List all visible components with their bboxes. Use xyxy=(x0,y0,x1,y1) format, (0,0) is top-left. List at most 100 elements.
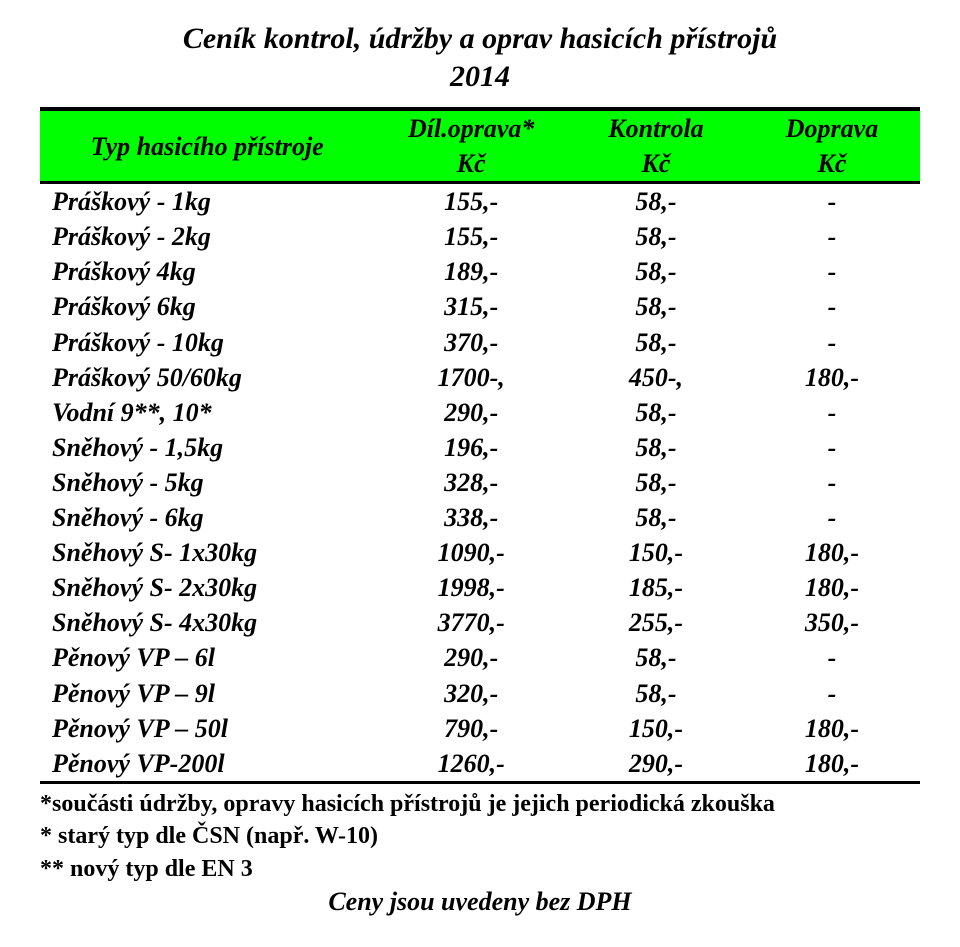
table-row: Práškový 50/60kg1700-,450-,180,- xyxy=(40,360,920,395)
cell-type: Sněhový - 6kg xyxy=(40,500,374,535)
cell-type: Sněhový S- 2x30kg xyxy=(40,570,374,605)
price-table: Typ hasicího přístroje Díl.oprava* Kč Ko… xyxy=(40,107,920,784)
cell-ship: - xyxy=(744,500,920,535)
cell-type: Sněhový - 5kg xyxy=(40,465,374,500)
table-row: Sněhový S- 2x30kg1998,-185,-180,- xyxy=(40,570,920,605)
cell-check: 255,- xyxy=(568,605,744,640)
col-header-repair: Díl.oprava* Kč xyxy=(374,109,568,183)
cell-repair: 290,- xyxy=(374,640,568,675)
table-row: Sněhový - 1,5kg196,-58,-- xyxy=(40,430,920,465)
col-header-check-top: Kontrola xyxy=(568,111,744,146)
cell-check: 290,- xyxy=(568,746,744,783)
cell-check: 58,- xyxy=(568,395,744,430)
col-header-repair-top: Díl.oprava* xyxy=(374,111,568,146)
cell-check: 58,- xyxy=(568,640,744,675)
cell-type: Práškový - 2kg xyxy=(40,219,374,254)
table-row: Práškový - 2kg155,-58,-- xyxy=(40,219,920,254)
footnote-line: * starý typ dle ČSN (např. W-10) xyxy=(40,820,920,852)
cell-check: 450-, xyxy=(568,360,744,395)
cell-repair: 328,- xyxy=(374,465,568,500)
cell-type: Pěnový VP – 50l xyxy=(40,711,374,746)
cell-check: 58,- xyxy=(568,183,744,220)
table-row: Pěnový VP-200l1260,-290,-180,- xyxy=(40,746,920,783)
cell-type: Práškový 6kg xyxy=(40,289,374,324)
table-row: Vodní 9**, 10*290,-58,-- xyxy=(40,395,920,430)
table-row: Sněhový - 5kg328,-58,-- xyxy=(40,465,920,500)
footnotes: *součásti údržby, opravy hasicích přístr… xyxy=(40,788,920,885)
cell-ship: - xyxy=(744,254,920,289)
col-header-ship: Doprava Kč xyxy=(744,109,920,183)
col-header-check-unit: Kč xyxy=(568,146,744,181)
cell-type: Práškový - 1kg xyxy=(40,183,374,220)
cell-repair: 3770,- xyxy=(374,605,568,640)
cell-check: 58,- xyxy=(568,325,744,360)
col-header-check: Kontrola Kč xyxy=(568,109,744,183)
cell-check: 58,- xyxy=(568,465,744,500)
cell-ship: - xyxy=(744,219,920,254)
cell-type: Sněhový S- 4x30kg xyxy=(40,605,374,640)
cell-check: 58,- xyxy=(568,430,744,465)
cell-check: 58,- xyxy=(568,500,744,535)
col-header-repair-unit: Kč xyxy=(374,146,568,181)
cell-ship: 180,- xyxy=(744,360,920,395)
footer-note: Ceny jsou uvedeny bez DPH xyxy=(40,887,920,917)
cell-type: Sněhový - 1,5kg xyxy=(40,430,374,465)
cell-ship: - xyxy=(744,289,920,324)
footnote-line: ** nový typ dle EN 3 xyxy=(40,853,920,885)
cell-check: 150,- xyxy=(568,535,744,570)
cell-repair: 290,- xyxy=(374,395,568,430)
table-row: Práškový - 10kg370,-58,-- xyxy=(40,325,920,360)
cell-repair: 338,- xyxy=(374,500,568,535)
cell-ship: - xyxy=(744,465,920,500)
cell-ship: 350,- xyxy=(744,605,920,640)
cell-type: Práškový 50/60kg xyxy=(40,360,374,395)
cell-repair: 155,- xyxy=(374,219,568,254)
col-header-type: Typ hasicího přístroje xyxy=(40,109,374,183)
cell-repair: 1700-, xyxy=(374,360,568,395)
table-row: Sněhový S- 1x30kg1090,-150,-180,- xyxy=(40,535,920,570)
table-row: Sněhový S- 4x30kg3770,-255,-350,- xyxy=(40,605,920,640)
col-header-ship-unit: Kč xyxy=(744,146,920,181)
cell-type: Sněhový S- 1x30kg xyxy=(40,535,374,570)
cell-ship: 180,- xyxy=(744,570,920,605)
title-line1: Ceník kontrol, údržby a oprav hasicích p… xyxy=(183,22,777,55)
title-line2: 2014 xyxy=(40,58,920,96)
cell-repair: 196,- xyxy=(374,430,568,465)
table-head: Typ hasicího přístroje Díl.oprava* Kč Ko… xyxy=(40,109,920,183)
table-row: Sněhový - 6kg338,-58,-- xyxy=(40,500,920,535)
cell-repair: 189,- xyxy=(374,254,568,289)
cell-repair: 1260,- xyxy=(374,746,568,783)
cell-check: 58,- xyxy=(568,289,744,324)
cell-repair: 370,- xyxy=(374,325,568,360)
cell-type: Pěnový VP – 6l xyxy=(40,640,374,675)
cell-type: Vodní 9**, 10* xyxy=(40,395,374,430)
cell-check: 58,- xyxy=(568,254,744,289)
cell-check: 58,- xyxy=(568,676,744,711)
cell-check: 58,- xyxy=(568,219,744,254)
cell-ship: - xyxy=(744,325,920,360)
table-body: Práškový - 1kg155,-58,--Práškový - 2kg15… xyxy=(40,183,920,783)
cell-repair: 155,- xyxy=(374,183,568,220)
cell-repair: 1090,- xyxy=(374,535,568,570)
cell-repair: 320,- xyxy=(374,676,568,711)
cell-ship: - xyxy=(744,640,920,675)
cell-ship: 180,- xyxy=(744,711,920,746)
footnote-line: *součásti údržby, opravy hasicích přístr… xyxy=(40,788,920,820)
cell-ship: - xyxy=(744,676,920,711)
table-row: Pěnový VP – 50l790,-150,-180,- xyxy=(40,711,920,746)
col-header-ship-top: Doprava xyxy=(744,111,920,146)
table-row: Práškový - 1kg155,-58,-- xyxy=(40,183,920,220)
cell-type: Práškový 4kg xyxy=(40,254,374,289)
col-header-type-label: Typ hasicího přístroje xyxy=(40,129,374,164)
page-title: Ceník kontrol, údržby a oprav hasicích p… xyxy=(40,20,920,95)
cell-type: Pěnový VP – 9l xyxy=(40,676,374,711)
cell-ship: - xyxy=(744,183,920,220)
cell-type: Práškový - 10kg xyxy=(40,325,374,360)
cell-ship: 180,- xyxy=(744,535,920,570)
cell-type: Pěnový VP-200l xyxy=(40,746,374,783)
table-row: Pěnový VP – 9l320,-58,-- xyxy=(40,676,920,711)
cell-repair: 790,- xyxy=(374,711,568,746)
cell-ship: 180,- xyxy=(744,746,920,783)
cell-check: 150,- xyxy=(568,711,744,746)
cell-ship: - xyxy=(744,430,920,465)
